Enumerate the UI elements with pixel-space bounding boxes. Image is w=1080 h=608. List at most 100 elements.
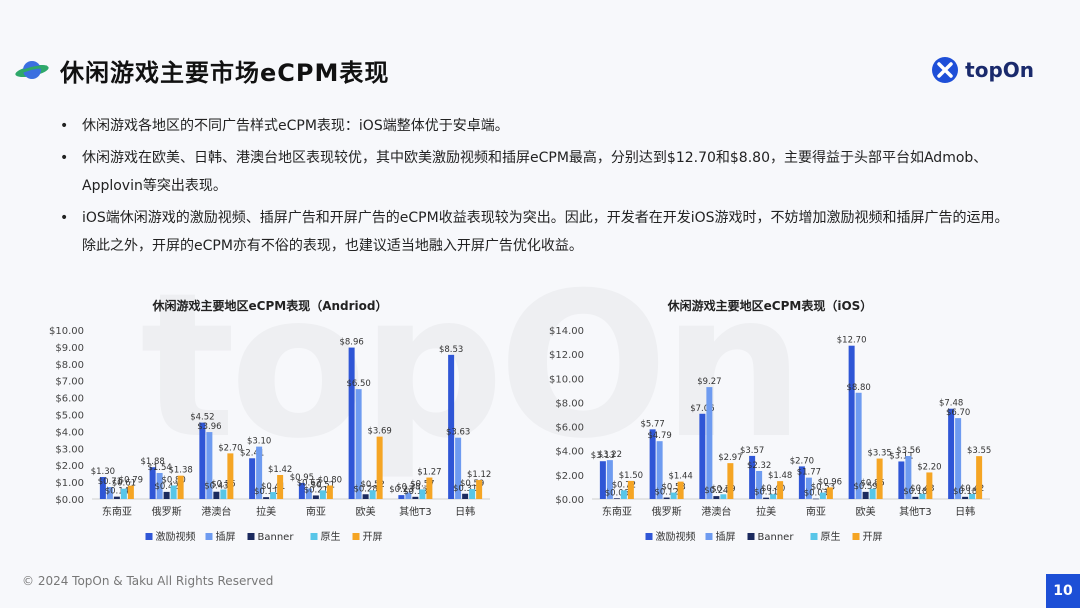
x-tick-label: 东南亚 (102, 505, 132, 518)
bar-data-label: $0.18 (903, 487, 927, 497)
y-tick-label: $8.00 (55, 360, 84, 371)
legend-swatch (310, 533, 318, 540)
bar (263, 497, 270, 499)
bar-data-label: $0.62 (297, 479, 321, 489)
bar-data-label: $5.77 (640, 419, 664, 429)
bar (955, 418, 962, 499)
bar (663, 497, 670, 499)
android-chart: 休闲游戏主要地区eCPM表现（Andriod） $0.00 $1.00 $2.00 $3… (40, 290, 500, 564)
bar (805, 477, 812, 499)
bar-data-label: $0.95 (290, 473, 314, 483)
y-tick-label: $7.00 (55, 377, 84, 388)
bar (677, 481, 684, 499)
bar (99, 477, 106, 499)
x-tick-label: 欧美 (856, 505, 876, 518)
bar (348, 347, 355, 499)
bar-data-label: $1.50 (619, 471, 643, 481)
bar-data-label: $0.72 (612, 480, 636, 490)
y-tick-label: $4.00 (555, 447, 584, 458)
legend-swatch (145, 533, 153, 540)
bar (220, 489, 227, 499)
x-tick-label: 南亚 (806, 505, 826, 518)
bar-data-label: $0.85 (860, 479, 884, 489)
x-tick-label: 日韩 (955, 505, 975, 518)
bar-data-label: $1.27 (417, 468, 441, 478)
bar (312, 495, 319, 499)
bar-data-label: $2.70 (218, 443, 242, 453)
bar-data-label: $0.39 (711, 484, 735, 494)
bar (376, 436, 383, 499)
legend-swatch (645, 533, 653, 540)
x-tick-label: 俄罗斯 (652, 505, 682, 518)
bar (163, 491, 170, 499)
bar (455, 437, 462, 499)
bar (848, 345, 855, 499)
bar-data-label: $0.51 (311, 480, 335, 490)
bar-data-label: $8.53 (439, 345, 463, 355)
bar (305, 488, 312, 499)
bar-data-label: $0.42 (154, 482, 178, 492)
copyright-footer: © 2024 TopOn & Taku All Rights Reserved (22, 574, 274, 588)
bar-data-label: $0.80 (161, 475, 185, 485)
bar-data-label: $0.11 (254, 487, 278, 497)
bar (149, 467, 156, 499)
title-row: 休闲游戏主要市场eCPM表现 (14, 52, 389, 88)
y-tick-label: $0.00 (555, 495, 584, 506)
bar-data-label: $0.61 (112, 479, 136, 489)
bar (876, 458, 883, 499)
bar (919, 493, 926, 499)
bar (476, 480, 483, 499)
bar (369, 490, 376, 499)
bar-data-label: $0.52 (360, 480, 384, 490)
chart-title: 休闲游戏主要地区eCPM表现（iOS） (667, 298, 873, 313)
bullet-item: 休闲游戏在欧美、日韩、港澳台地区表现较优，其中欧美激励视频和插屏eCPM最高，分… (60, 144, 1020, 200)
y-tick-label: $0.00 (55, 495, 84, 506)
y-tick-label: $8.00 (555, 398, 584, 409)
bar (106, 487, 113, 499)
bar-data-label: $1.88 (140, 457, 164, 467)
y-tick-label: $10.00 (549, 374, 584, 385)
bullet-item: iOS端休闲游戏的激励视频、插屏广告和开屏广告的eCPM收益表现较为突出。因此，… (60, 204, 1020, 260)
bar-data-label: $3.57 (740, 446, 764, 456)
legend-swatch (810, 533, 818, 540)
bar-data-label: $0.38 (396, 483, 420, 493)
bar-data-label: $0.21 (304, 485, 328, 495)
bar-data-label: $4.79 (647, 431, 671, 441)
bar (656, 441, 663, 499)
y-tick-label: $5.00 (55, 411, 84, 422)
legend-label: 原生 (821, 530, 841, 543)
bar-data-label: $2.97 (718, 453, 742, 463)
bar (620, 490, 627, 499)
bar (199, 422, 206, 499)
legend-label: 插屏 (716, 530, 736, 543)
bar-data-label: $1.42 (268, 465, 292, 475)
bar-data-label: $0.14 (105, 487, 129, 497)
bar (213, 491, 220, 499)
x-tick-label: 拉美 (756, 505, 776, 518)
bar (170, 485, 177, 499)
page-title: 休闲游戏主要市场eCPM表现 (60, 58, 390, 87)
ios-chart-svg: 休闲游戏主要地区eCPM表现（iOS） $0.00 $2.00 $4.00 $6.00 $… (549, 298, 991, 543)
bar (720, 494, 727, 499)
bar (448, 354, 455, 499)
bar (898, 461, 905, 499)
bar (419, 489, 426, 499)
bar-data-label: $1.44 (668, 472, 692, 482)
bar-data-label: $0.96 (818, 477, 842, 487)
bar (177, 475, 184, 499)
bar-data-label: $3.96 (197, 422, 221, 432)
legend-swatch (352, 533, 360, 540)
bar (398, 495, 405, 499)
bar-data-label: $8.80 (846, 383, 870, 393)
bar-data-label: $1.54 (147, 463, 171, 473)
bar-data-label: $0.57 (410, 479, 434, 489)
x-tick-label: 其他T3 (399, 505, 431, 518)
bar-data-label: $0.56 (211, 480, 235, 490)
legend-label: 插屏 (216, 530, 236, 543)
bar (113, 496, 120, 499)
bar (649, 429, 656, 499)
bar (777, 481, 784, 499)
bar (426, 477, 433, 499)
legend-swatch (747, 533, 755, 540)
bar (798, 466, 805, 499)
